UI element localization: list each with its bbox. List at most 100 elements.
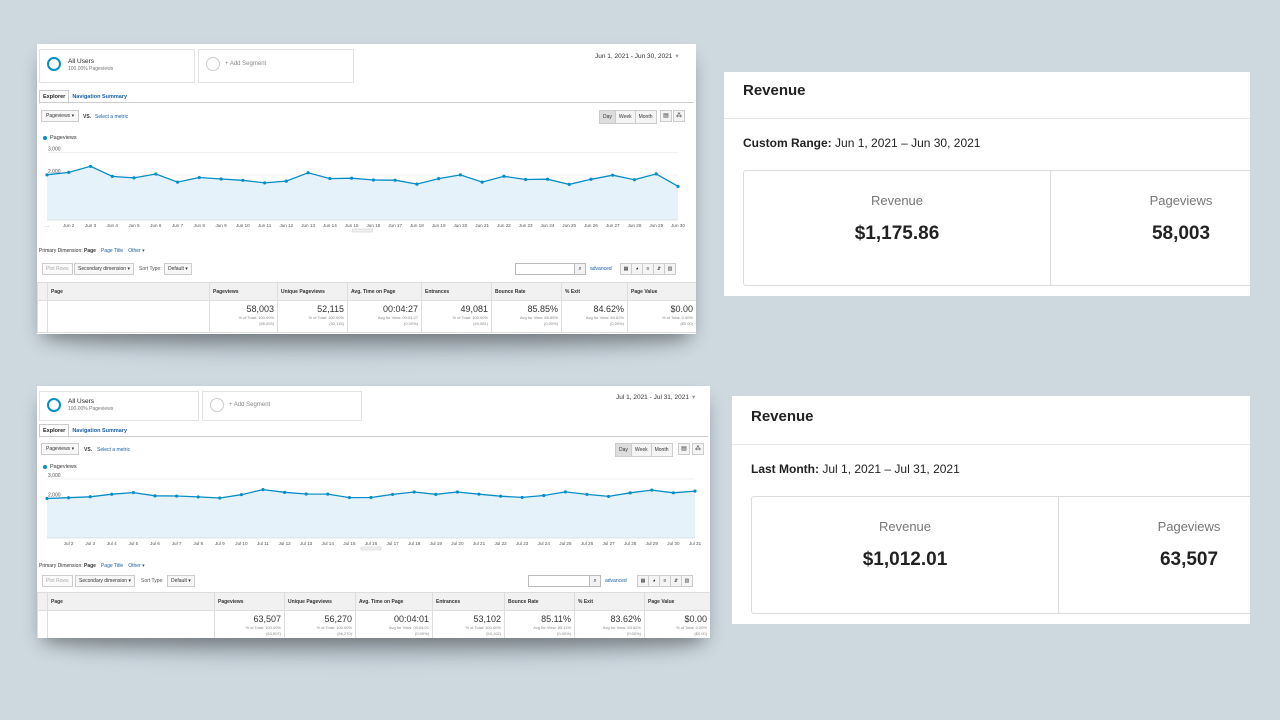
header-avg-time[interactable]: Avg. Time on Page bbox=[347, 282, 422, 301]
x-tick-label: Jun 10 bbox=[236, 223, 250, 228]
other-dimension-link[interactable]: Other ▾ bbox=[128, 563, 145, 569]
add-segment-button[interactable]: + Add Segment bbox=[198, 49, 354, 83]
data-point bbox=[434, 492, 438, 496]
header-avg-time[interactable]: Avg. Time on Page bbox=[355, 592, 433, 611]
stat-label: Revenue bbox=[878, 519, 932, 534]
page-title-link[interactable]: Page Title bbox=[100, 248, 124, 254]
other-dimension-link[interactable]: Other ▾ bbox=[128, 248, 145, 254]
data-point bbox=[218, 496, 222, 500]
header-unique-pageviews[interactable]: Unique Pageviews bbox=[284, 592, 356, 611]
tab-explorer[interactable]: Explorer bbox=[39, 90, 70, 104]
secondary-dimension-select[interactable]: Secondary dimension ▾ bbox=[75, 575, 135, 587]
segment-all-users[interactable]: All Users 100.00% Pageviews bbox=[39, 49, 195, 83]
header-page[interactable]: Page bbox=[47, 282, 210, 301]
total-sub2: (0.00%) bbox=[414, 631, 429, 636]
line-chart-icon[interactable]: ▤ bbox=[660, 110, 672, 122]
header-page[interactable]: Page bbox=[47, 592, 215, 611]
data-point bbox=[650, 488, 654, 492]
day-button[interactable]: Day bbox=[599, 110, 616, 124]
day-button[interactable]: Day bbox=[615, 443, 632, 457]
legend-dot-icon bbox=[43, 464, 47, 469]
x-tick-label: Jul 26 bbox=[581, 541, 594, 546]
data-point bbox=[350, 176, 354, 180]
x-tick-label: Jun 14 bbox=[323, 223, 337, 228]
x-tick-label: Jul 9 bbox=[215, 541, 225, 546]
table-view-icon[interactable]: ▦ bbox=[620, 263, 632, 275]
total-sub2: (0.00%) bbox=[403, 321, 418, 326]
header-bounce-rate[interactable]: Bounce Rate bbox=[491, 282, 562, 301]
x-tick-label: Jul 14 bbox=[322, 541, 335, 546]
segment-name: All Users bbox=[68, 398, 95, 405]
select-all-checkbox[interactable] bbox=[37, 282, 48, 301]
revenue-card-june: Revenue Custom Range: Jun 1, 2021 – Jun … bbox=[724, 72, 1250, 296]
tab-navigation-summary[interactable]: Navigation Summary bbox=[72, 428, 128, 434]
header-exit[interactable]: % Exit bbox=[574, 592, 645, 611]
header-page-value[interactable]: Page Value bbox=[627, 282, 696, 301]
advanced-link[interactable]: advanced bbox=[605, 578, 627, 584]
data-point bbox=[153, 494, 157, 498]
plot-rows-button[interactable]: Plot Rows bbox=[42, 575, 73, 587]
total-sub: % of Total: 100.00% bbox=[316, 625, 352, 630]
table-search-input[interactable] bbox=[528, 575, 590, 587]
total-sub: % of Total: 100.00% bbox=[465, 625, 501, 630]
header-bounce-rate[interactable]: Bounce Rate bbox=[504, 592, 575, 611]
metric-select[interactable]: Pageviews ▾ bbox=[41, 443, 80, 455]
plot-rows-button[interactable]: Plot Rows bbox=[42, 263, 73, 275]
data-point bbox=[412, 490, 416, 494]
x-tick-label: Jul 30 bbox=[667, 541, 680, 546]
page-title-link[interactable]: Page Title bbox=[100, 563, 124, 569]
motion-chart-icon[interactable]: ⁂ bbox=[692, 443, 704, 455]
range-value: Jun 1, 2021 – Jun 30, 2021 bbox=[835, 136, 981, 150]
secondary-dimension-select[interactable]: Secondary dimension ▾ bbox=[74, 263, 134, 275]
date-range-picker[interactable]: Jun 1, 2021 - Jun 30, 2021 ▾ bbox=[595, 52, 679, 60]
total-value: 53,102 bbox=[473, 614, 501, 624]
header-exit[interactable]: % Exit bbox=[561, 282, 628, 301]
data-point bbox=[480, 180, 484, 184]
header-page-value[interactable]: Page Value bbox=[644, 592, 710, 611]
data-point bbox=[393, 178, 397, 182]
segment-all-users[interactable]: All Users 100.00% Pageviews bbox=[39, 391, 199, 421]
table-search-input[interactable] bbox=[515, 263, 575, 275]
total-sub2: (0.00%) bbox=[609, 321, 624, 326]
metric-select[interactable]: Pageviews ▾ bbox=[41, 110, 80, 122]
motion-chart-icon[interactable]: ⁂ bbox=[673, 110, 685, 122]
sort-type-select[interactable]: Default ▾ bbox=[167, 575, 195, 587]
x-tick-label: Jun 6 bbox=[150, 223, 162, 228]
x-tick-label: Jul 13 bbox=[300, 541, 313, 546]
line-chart-icon[interactable]: ▤ bbox=[678, 443, 690, 455]
pivot-view-icon[interactable]: ▥ bbox=[681, 575, 693, 587]
totals-spacer bbox=[37, 300, 48, 333]
pivot-view-icon[interactable]: ▥ bbox=[664, 263, 676, 275]
month-button[interactable]: Month bbox=[650, 443, 673, 457]
total-value: 49,081 bbox=[460, 304, 488, 314]
total-value: $0.00 bbox=[684, 614, 707, 624]
search-icon[interactable]: ⌕ bbox=[589, 575, 601, 587]
performance-view-icon[interactable]: ≡ bbox=[659, 575, 671, 587]
header-pageviews[interactable]: Pageviews bbox=[209, 282, 278, 301]
sort-type-select[interactable]: Default ▾ bbox=[164, 263, 192, 275]
total-sub2: (53,102) bbox=[486, 631, 501, 636]
month-button[interactable]: Month bbox=[634, 110, 657, 124]
header-pageviews[interactable]: Pageviews bbox=[214, 592, 285, 611]
week-button[interactable]: Week bbox=[630, 443, 652, 457]
revenue-card-range: Last Month: Jul 1, 2021 – Jul 31, 2021 bbox=[751, 462, 960, 476]
week-button[interactable]: Week bbox=[614, 110, 636, 124]
select-metric-link[interactable]: Select a metric bbox=[95, 114, 129, 120]
tab-explorer[interactable]: Explorer bbox=[39, 424, 70, 438]
search-icon[interactable]: ⌕ bbox=[574, 263, 586, 275]
tab-navigation-summary[interactable]: Navigation Summary bbox=[72, 94, 128, 100]
select-metric-link[interactable]: Select a metric bbox=[97, 447, 131, 453]
total-cell: 56,270% of Total: 100.00% (56,270) bbox=[284, 610, 356, 638]
header-entrances[interactable]: Entrances bbox=[432, 592, 505, 611]
header-entrances[interactable]: Entrances bbox=[421, 282, 492, 301]
stat-revenue: Revenue $1,175.86 bbox=[744, 171, 1050, 285]
range-label: Custom Range: bbox=[743, 136, 832, 150]
header-unique-pageviews[interactable]: Unique Pageviews bbox=[277, 282, 348, 301]
x-tick-label: Jun 15 bbox=[345, 223, 359, 228]
add-segment-button[interactable]: + Add Segment bbox=[202, 391, 362, 421]
revenue-card-title: Revenue bbox=[743, 82, 806, 99]
advanced-link[interactable]: advanced bbox=[590, 266, 612, 272]
date-range-picker[interactable]: Jul 1, 2021 - Jul 31, 2021 ▾ bbox=[616, 393, 695, 401]
select-all-checkbox[interactable] bbox=[37, 592, 48, 611]
data-point bbox=[45, 496, 49, 501]
